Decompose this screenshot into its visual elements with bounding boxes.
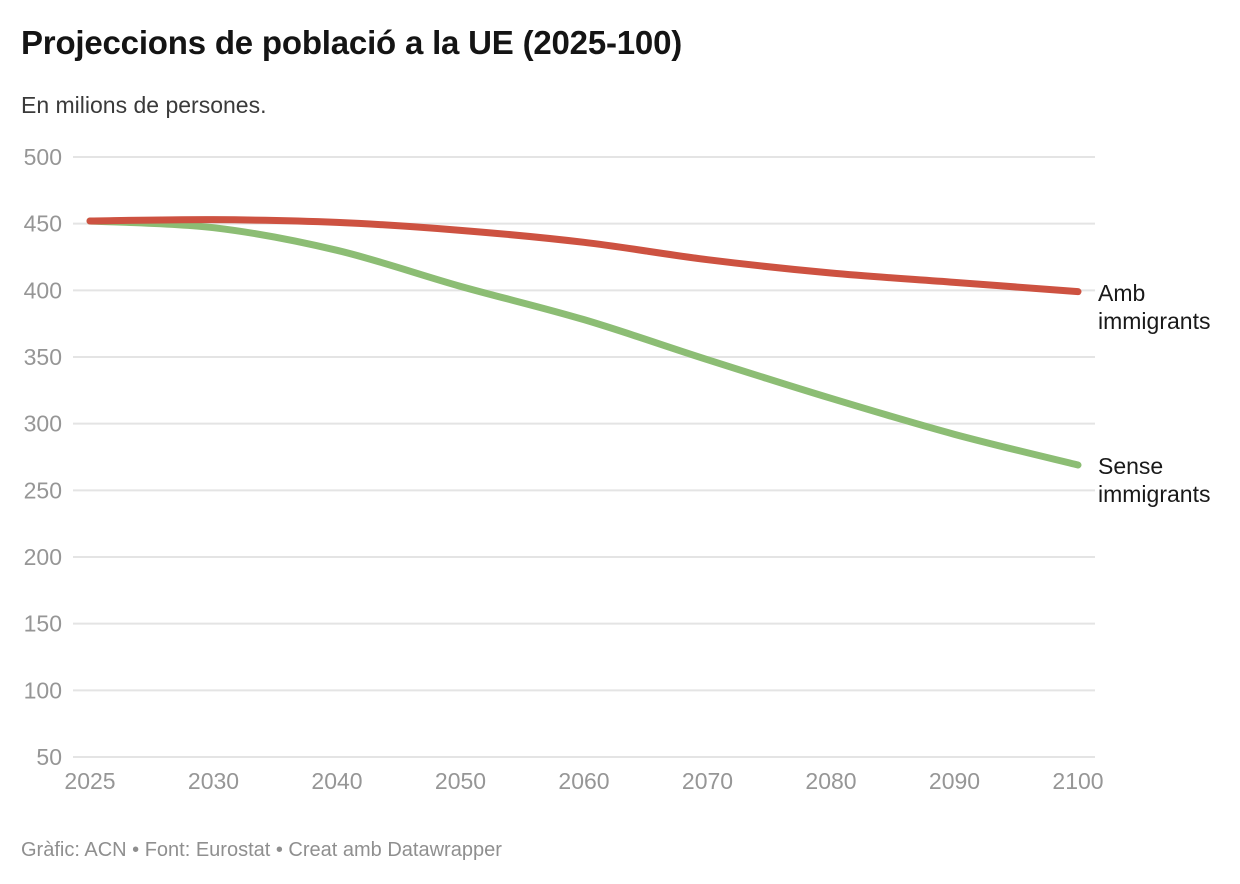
y-tick-label: 200 (24, 544, 62, 570)
chart-credit: Gràfic: ACN • Font: Eurostat • Creat amb… (21, 839, 502, 861)
x-tick-label: 2070 (682, 768, 733, 794)
y-tick-label: 400 (24, 277, 62, 303)
x-tick-label: 2050 (435, 768, 486, 794)
x-tick-label: 2025 (64, 768, 115, 794)
y-tick-label: 100 (24, 677, 62, 703)
series-line-sense-immigrants (86, 217, 1082, 469)
y-tick-label: 350 (24, 344, 62, 370)
y-tick-label: 150 (24, 611, 62, 637)
y-tick-label: 300 (24, 411, 62, 437)
y-tick-label: 50 (36, 744, 62, 770)
x-tick-label: 2100 (1052, 768, 1103, 794)
y-tick-label: 500 (24, 144, 62, 170)
chart-title: Projeccions de població a la UE (2025-10… (21, 24, 683, 61)
y-tick-label: 450 (24, 211, 62, 237)
x-tick-label: 2030 (188, 768, 239, 794)
series-label-sense-immigrants: Sense immigrants (1098, 453, 1211, 507)
x-tick-label: 2060 (558, 768, 609, 794)
x-tick-label: 2090 (929, 768, 980, 794)
series-label-amb-immigrants: Amb immigrants (1098, 279, 1211, 334)
chart-subtitle: En milions de persones. (21, 92, 267, 118)
x-tick-label: 2080 (805, 768, 856, 794)
y-tick-label: 250 (24, 477, 62, 503)
series-line-amb-immigrants (86, 216, 1082, 296)
x-tick-label: 2040 (311, 768, 362, 794)
